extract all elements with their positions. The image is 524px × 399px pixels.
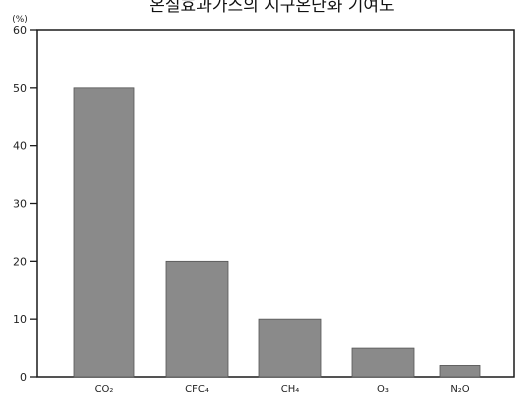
y-tick-label: 20 bbox=[13, 255, 27, 268]
y-axis-ticks: 0 10 20 30 40 50 60 bbox=[13, 24, 37, 384]
y-tick-label: 60 bbox=[13, 24, 27, 37]
x-category-label: CFC₄ bbox=[185, 384, 209, 395]
y-tick-label: 0 bbox=[20, 371, 27, 384]
chart-title: 온실효과가스의 지구온난화 기여도 bbox=[149, 0, 394, 16]
bar bbox=[439, 365, 481, 378]
x-axis-labels: CO₂ CFC₄ CH₄ O₃ N₂O bbox=[95, 384, 470, 395]
bar bbox=[258, 318, 322, 378]
y-tick-label: 10 bbox=[13, 313, 27, 326]
bars bbox=[73, 87, 481, 378]
x-category-label: O₃ bbox=[377, 384, 389, 395]
x-category-label: CO₂ bbox=[95, 384, 114, 395]
x-category-label: N₂O bbox=[450, 384, 469, 395]
y-axis-unit-label: (%) bbox=[12, 15, 28, 25]
y-tick-label: 30 bbox=[13, 198, 27, 211]
x-category-label: CH₄ bbox=[281, 384, 300, 395]
bar bbox=[351, 347, 415, 378]
y-tick-label: 50 bbox=[13, 82, 27, 95]
bar bbox=[165, 260, 229, 378]
bar bbox=[73, 87, 135, 378]
y-tick-label: 40 bbox=[13, 140, 27, 153]
